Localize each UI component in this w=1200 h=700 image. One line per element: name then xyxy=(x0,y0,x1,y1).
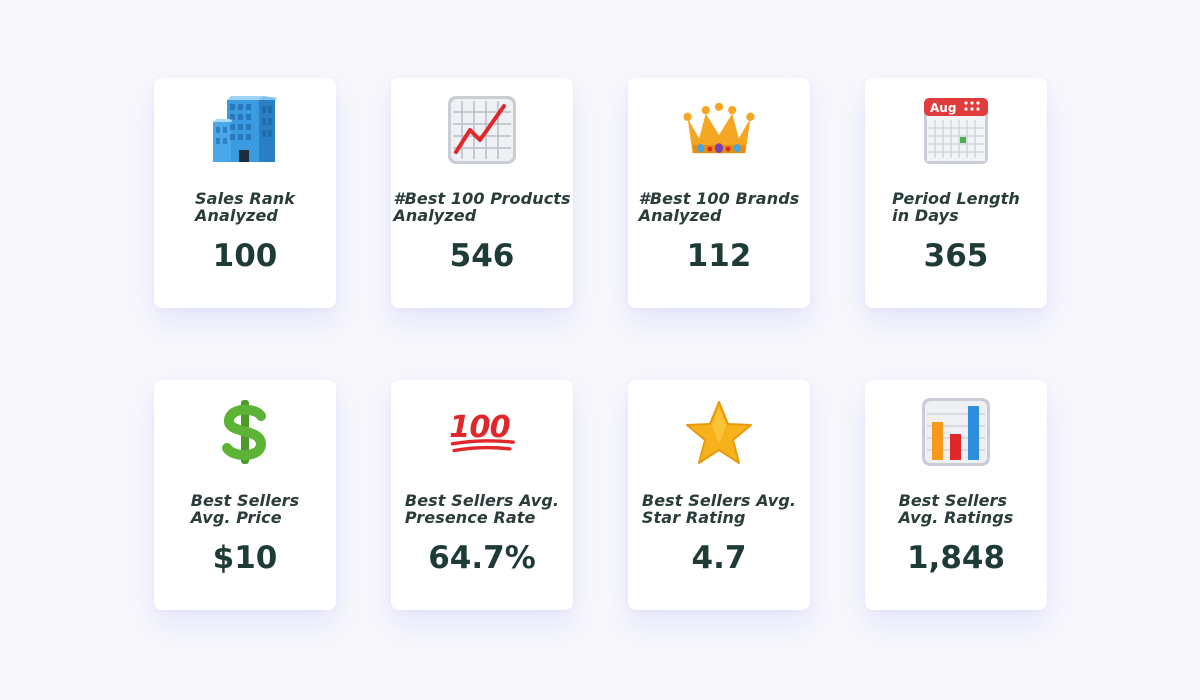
stats-grid: Sales Rank Analyzed 100 #Best 100 Produc… xyxy=(154,78,1047,610)
stat-value: 546 xyxy=(449,238,515,274)
stat-value: 112 xyxy=(686,238,752,274)
chart-increasing-icon xyxy=(444,92,520,168)
stat-card-avg-price: Best Sellers Avg. Price $10 xyxy=(154,380,336,610)
stat-value: 1,848 xyxy=(906,540,1006,576)
stat-label: Best Sellers Avg. Presence Rate xyxy=(404,491,560,527)
star-icon xyxy=(681,394,757,470)
dollar-sign-icon xyxy=(207,394,283,470)
stat-value: 365 xyxy=(923,238,989,274)
stat-label: Best Sellers Avg. Star Rating xyxy=(641,491,797,527)
svg-text:Aug: Aug xyxy=(930,101,956,115)
stat-label: #Best 100 Products Analyzed xyxy=(393,189,571,225)
stat-value: $10 xyxy=(212,540,278,576)
stat-card-star-rating: Best Sellers Avg. Star Rating 4.7 xyxy=(628,380,810,610)
stat-value: 4.7 xyxy=(691,540,747,576)
stat-label: Best Sellers Avg. Price xyxy=(190,491,300,527)
stat-card-presence-rate: 100 Best Sellers Avg. Presence Rate 64.7… xyxy=(391,380,573,610)
stat-label: Sales Rank Analyzed xyxy=(195,189,295,225)
crown-icon xyxy=(681,92,757,168)
stat-label: #Best 100 Brands Analyzed xyxy=(638,189,800,225)
bar-chart-icon xyxy=(918,394,994,470)
stat-label: Period Length in Days xyxy=(892,189,1020,225)
stat-card-best-products: #Best 100 Products Analyzed 546 xyxy=(391,78,573,308)
stat-card-period-length: Aug Period Length in Days 365 xyxy=(865,78,1047,308)
stat-label: Best Sellers Avg. Ratings xyxy=(898,491,1014,527)
stat-card-sales-rank: Sales Rank Analyzed 100 xyxy=(154,78,336,308)
office-building-icon xyxy=(207,92,283,168)
stat-card-avg-ratings: Best Sellers Avg. Ratings 1,848 xyxy=(865,380,1047,610)
stat-value: 100 xyxy=(212,238,278,274)
hundred-points-icon: 100 xyxy=(444,394,520,470)
stat-value: 64.7% xyxy=(428,540,536,576)
calendar-icon: Aug xyxy=(918,92,994,168)
stat-card-best-brands: #Best 100 Brands Analyzed 112 xyxy=(628,78,810,308)
